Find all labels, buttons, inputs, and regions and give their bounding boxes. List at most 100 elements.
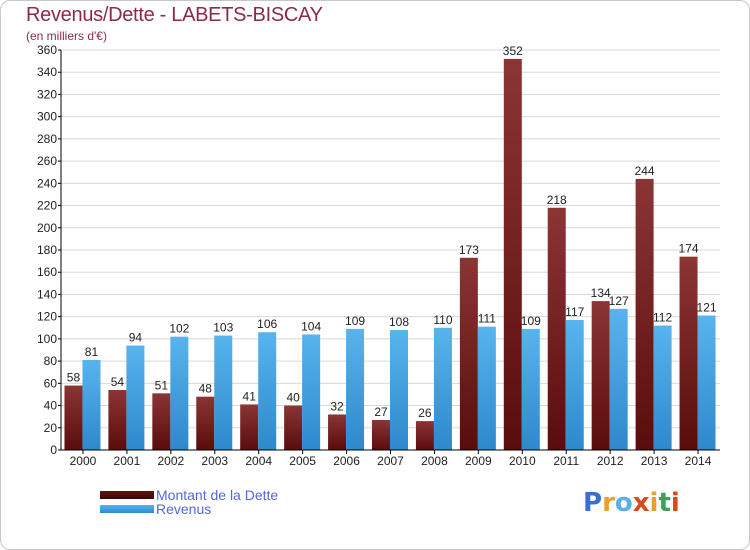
- bar-revenus: [302, 334, 321, 450]
- bar-revenus: [82, 360, 101, 450]
- x-tick-label: 2005: [289, 454, 316, 468]
- data-label-dette: 218: [547, 193, 567, 207]
- bar-dette: [196, 396, 215, 450]
- y-tick-label: 280: [37, 132, 57, 146]
- y-tick-label: 260: [37, 154, 57, 168]
- bar-dette: [152, 393, 171, 450]
- y-tick-label: 60: [44, 376, 58, 390]
- axes: 0 20 40 60 80 100 120 140 160 180 200 220 240 260 280 3…: [37, 43, 720, 468]
- bars: 58 81 54 94 51 102 48 103 41 106 40 104 32 109 27 108 26…: [64, 44, 717, 451]
- bar-revenus: [521, 328, 540, 450]
- x-tick-label: 2013: [641, 454, 668, 468]
- bar-dette: [284, 405, 303, 450]
- data-label-revenus: 109: [345, 314, 365, 328]
- data-label-dette: 40: [286, 391, 300, 405]
- legend-swatch-revenus: [100, 505, 154, 513]
- data-label-revenus: 117: [565, 305, 584, 319]
- legend-label-dette: Montant de la Dette: [156, 487, 279, 503]
- bar-dette: [328, 414, 347, 450]
- x-tick-label: 2006: [333, 454, 360, 468]
- data-label-revenus: 108: [389, 315, 409, 329]
- data-label-revenus: 109: [521, 314, 541, 328]
- bar-revenus: [258, 332, 277, 450]
- bar-dette: [547, 207, 566, 450]
- y-tick-label: 80: [44, 354, 58, 368]
- bar-revenus: [697, 315, 716, 450]
- data-label-dette: 134: [591, 286, 611, 300]
- chart-title: Revenus/Dette - LABETS-BISCAY: [26, 4, 323, 26]
- data-label-revenus: 102: [169, 322, 189, 336]
- bar-dette: [108, 390, 127, 450]
- x-tick-label: 2001: [114, 454, 141, 468]
- y-tick-label: 20: [44, 421, 58, 435]
- y-tick-label: 360: [37, 43, 57, 57]
- bar-dette: [635, 178, 654, 450]
- x-tick-label: 2014: [685, 454, 712, 468]
- data-label-dette: 27: [374, 405, 388, 419]
- y-tick-label: 40: [44, 399, 58, 413]
- data-label-dette: 174: [679, 242, 699, 256]
- x-tick-label: 2000: [70, 454, 97, 468]
- y-tick-label: 180: [37, 243, 57, 257]
- bar-revenus: [126, 345, 145, 450]
- x-tick-label: 2009: [465, 454, 492, 468]
- y-tick-label: 340: [37, 65, 57, 79]
- logo-letter: o: [614, 488, 633, 518]
- logo-letter: t: [658, 488, 671, 518]
- bar-dette: [415, 421, 434, 450]
- bar-dette: [591, 301, 610, 450]
- x-tick-label: 2010: [509, 454, 536, 468]
- data-label-revenus: 111: [478, 312, 497, 326]
- bar-revenus: [390, 330, 408, 450]
- bar-dette: [64, 385, 83, 450]
- data-label-revenus: 104: [301, 319, 321, 333]
- data-label-revenus: 106: [257, 317, 277, 331]
- x-tick-label: 2011: [553, 454, 579, 468]
- data-label-revenus: 112: [653, 311, 672, 325]
- legend-item-dette: Montant de la Dette: [100, 487, 278, 503]
- legend-label-revenus: Revenus: [156, 501, 212, 517]
- data-label-dette: 352: [503, 44, 523, 58]
- data-label-dette: 58: [67, 371, 81, 385]
- data-label-dette: 173: [459, 243, 479, 257]
- bar-dette: [459, 257, 478, 450]
- y-tick-label: 300: [37, 110, 57, 124]
- data-label-dette: 54: [111, 375, 125, 389]
- data-label-revenus: 121: [697, 301, 717, 315]
- x-tick-label: 2003: [201, 454, 228, 468]
- bar-revenus: [609, 308, 628, 450]
- y-tick-label: 100: [37, 332, 57, 346]
- data-label-dette: 48: [199, 382, 213, 396]
- y-tick-label: 320: [37, 87, 57, 101]
- data-label-revenus: 127: [609, 294, 629, 308]
- y-tick-label: 0: [50, 443, 57, 457]
- y-tick-label: 120: [37, 310, 57, 324]
- x-tick-label: 2002: [157, 454, 184, 468]
- bar-dette: [240, 404, 259, 450]
- legend-swatch-dette: [100, 491, 154, 499]
- legend-item-revenus: Revenus: [100, 501, 211, 517]
- bar-dette: [503, 58, 522, 451]
- logo-letter: i: [649, 488, 659, 518]
- data-label-dette: 51: [155, 378, 169, 392]
- y-tick-label: 160: [37, 265, 57, 279]
- bar-revenus: [653, 325, 672, 450]
- bar-revenus: [214, 335, 233, 450]
- data-label-dette: 26: [418, 406, 432, 420]
- bar-revenus: [565, 320, 584, 450]
- logo-letter: x: [632, 488, 650, 518]
- bar-dette: [679, 256, 698, 450]
- y-tick-label: 240: [37, 176, 57, 190]
- logo-letter: r: [602, 488, 615, 518]
- data-label-dette: 32: [330, 399, 344, 413]
- x-tick-label: 2012: [597, 454, 624, 468]
- data-label-dette: 244: [635, 164, 655, 178]
- data-label-revenus: 81: [85, 345, 99, 359]
- data-label-revenus: 110: [433, 313, 452, 327]
- data-label-dette: 41: [243, 389, 257, 403]
- y-tick-label: 220: [37, 199, 57, 213]
- data-label-revenus: 103: [213, 321, 233, 335]
- logo-letter: P: [583, 488, 603, 518]
